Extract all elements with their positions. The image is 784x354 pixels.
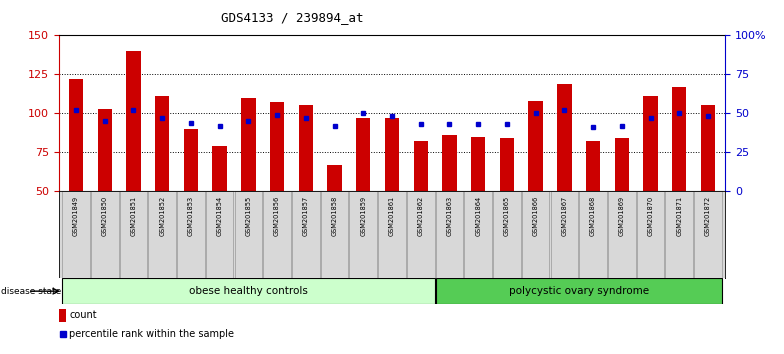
Bar — [436, 191, 463, 278]
Text: GSM201862: GSM201862 — [418, 195, 423, 236]
Text: GSM201861: GSM201861 — [389, 195, 395, 236]
Bar — [522, 191, 550, 278]
Text: GSM201863: GSM201863 — [446, 195, 452, 236]
Text: GSM201857: GSM201857 — [303, 195, 309, 236]
Bar — [62, 191, 90, 278]
Text: GSM201859: GSM201859 — [361, 195, 366, 236]
Bar — [69, 79, 83, 191]
Text: GSM201869: GSM201869 — [619, 195, 625, 236]
Text: GSM201867: GSM201867 — [561, 195, 568, 236]
Text: count: count — [69, 310, 97, 320]
Bar — [413, 141, 428, 191]
Text: GSM201868: GSM201868 — [590, 195, 596, 236]
Bar — [493, 191, 521, 278]
Bar — [91, 191, 118, 278]
Text: polycystic ovary syndrome: polycystic ovary syndrome — [509, 286, 649, 296]
Bar — [615, 138, 629, 191]
Bar — [666, 191, 693, 278]
Text: GDS4133 / 239894_at: GDS4133 / 239894_at — [221, 11, 363, 24]
Bar — [586, 141, 601, 191]
Bar — [385, 118, 399, 191]
Bar — [177, 191, 205, 278]
Bar — [637, 191, 664, 278]
Bar — [206, 191, 234, 278]
Text: disease state: disease state — [1, 287, 61, 296]
Bar — [442, 135, 456, 191]
Text: GSM201855: GSM201855 — [245, 195, 252, 236]
Bar — [644, 96, 658, 191]
Text: GSM201871: GSM201871 — [677, 195, 682, 236]
Text: GSM201858: GSM201858 — [332, 195, 338, 236]
Text: GSM201864: GSM201864 — [475, 195, 481, 236]
Bar — [321, 191, 348, 278]
Bar — [694, 191, 722, 278]
Bar — [701, 105, 715, 191]
Bar — [155, 96, 169, 191]
Bar — [148, 191, 176, 278]
Bar — [183, 129, 198, 191]
Bar — [436, 278, 722, 304]
Text: GSM201856: GSM201856 — [274, 195, 280, 236]
Text: GSM201853: GSM201853 — [188, 195, 194, 236]
Bar — [241, 98, 256, 191]
Bar — [350, 191, 377, 278]
Bar — [292, 191, 320, 278]
Text: GSM201851: GSM201851 — [130, 195, 136, 236]
Bar — [126, 51, 140, 191]
Bar — [579, 191, 607, 278]
Text: percentile rank within the sample: percentile rank within the sample — [69, 329, 234, 339]
Bar — [608, 191, 636, 278]
Bar — [471, 137, 485, 191]
Bar — [120, 191, 147, 278]
Bar — [464, 191, 492, 278]
Bar — [378, 191, 406, 278]
Bar — [62, 278, 434, 304]
Bar — [407, 191, 434, 278]
Bar — [528, 101, 543, 191]
Bar — [328, 165, 342, 191]
Text: GSM201865: GSM201865 — [504, 195, 510, 236]
Text: GSM201850: GSM201850 — [102, 195, 107, 236]
Bar — [270, 102, 285, 191]
Bar — [557, 84, 572, 191]
Text: GSM201870: GSM201870 — [648, 195, 654, 236]
Text: GSM201854: GSM201854 — [216, 195, 223, 236]
Bar — [550, 191, 578, 278]
Text: GSM201866: GSM201866 — [532, 195, 539, 236]
Text: obese healthy controls: obese healthy controls — [189, 286, 308, 296]
Bar — [499, 138, 514, 191]
Text: GSM201852: GSM201852 — [159, 195, 165, 236]
Bar — [212, 146, 227, 191]
Bar — [97, 109, 112, 191]
Bar — [263, 191, 291, 278]
Bar — [672, 87, 687, 191]
Bar — [59, 309, 67, 322]
Text: GSM201872: GSM201872 — [705, 195, 711, 236]
Bar — [299, 105, 313, 191]
Text: GSM201849: GSM201849 — [73, 195, 79, 236]
Bar — [356, 118, 371, 191]
Bar — [234, 191, 262, 278]
